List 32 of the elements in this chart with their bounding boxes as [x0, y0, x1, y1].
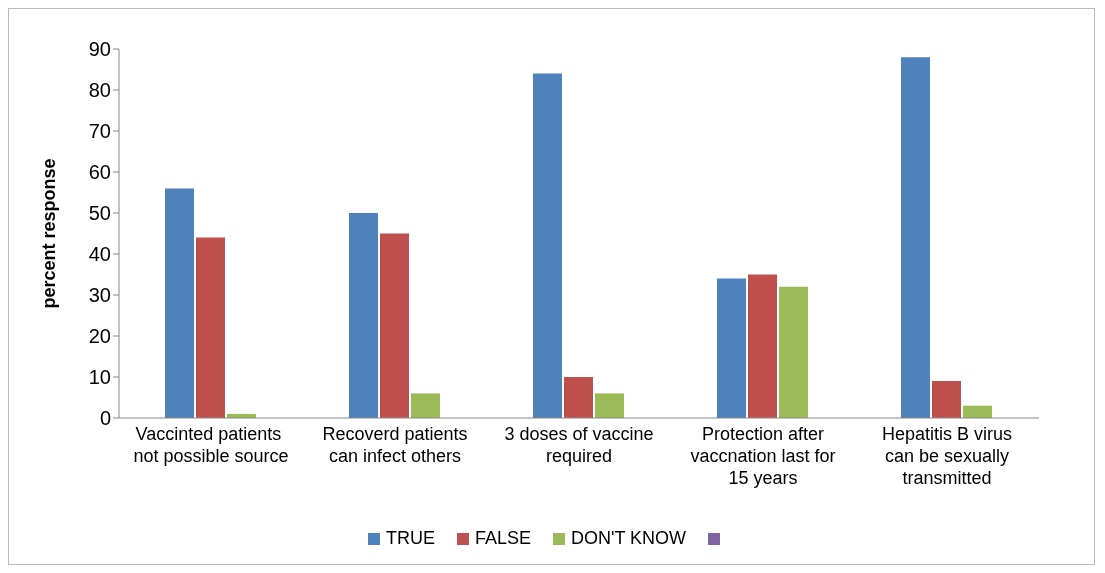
y-tick-label: 50 [88, 202, 111, 225]
bar [411, 393, 440, 418]
y-tick-label: 80 [88, 79, 111, 102]
x-tick-label: Hepatitis B virus can be sexually transmitted [881, 424, 1013, 488]
legend-label: TRUE [385, 528, 435, 549]
y-tick-label: 30 [88, 284, 111, 307]
legend-label: DON'T KNOW [570, 528, 687, 549]
y-tick-label: 60 [88, 161, 111, 184]
y-tick-label: 70 [88, 120, 111, 143]
bar [349, 213, 378, 418]
bar [748, 274, 777, 418]
bar [165, 188, 194, 418]
y-tick-label: 10 [88, 366, 111, 389]
bar [595, 393, 624, 418]
bar [901, 57, 930, 418]
bar [196, 237, 225, 418]
x-tick-label: Protection after vaccnation last for 15 years [690, 424, 836, 488]
x-tick-label: Vaccinted patients not possible source [133, 424, 289, 466]
bar [779, 286, 808, 418]
legend-label: FALSE [474, 528, 531, 549]
bar [932, 381, 961, 418]
bar [717, 278, 746, 418]
x-tick-label: 3 doses of vaccine required [504, 424, 654, 466]
y-tick-label: 20 [88, 325, 111, 348]
bar [533, 73, 562, 418]
bar [564, 377, 593, 418]
y-axis-title: percent response [39, 158, 60, 309]
y-tick-label: 90 [88, 38, 111, 61]
y-tick-label: 40 [88, 243, 111, 266]
y-tick-label: 0 [99, 407, 111, 430]
bar [380, 233, 409, 418]
x-tick-label: Recoverd patients can infect others [322, 424, 468, 466]
